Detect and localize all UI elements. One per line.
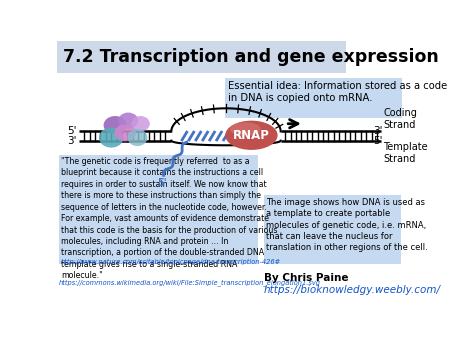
Ellipse shape bbox=[99, 127, 124, 148]
Text: RNAP: RNAP bbox=[233, 129, 270, 142]
Text: http://www.nature.com/scitable/topicpage/dna-transcription-426#: http://www.nature.com/scitable/topicpage… bbox=[61, 259, 281, 265]
Text: Template
Strand: Template Strand bbox=[383, 142, 428, 164]
Ellipse shape bbox=[114, 124, 136, 141]
Text: By Chris Paine: By Chris Paine bbox=[264, 273, 348, 283]
Ellipse shape bbox=[127, 129, 148, 146]
FancyBboxPatch shape bbox=[225, 77, 402, 118]
Text: 5': 5' bbox=[67, 126, 76, 137]
Text: https://commons.wikimedia.org/wiki/File:Simple_transcription_elongation1.svg: https://commons.wikimedia.org/wiki/File:… bbox=[59, 279, 321, 286]
Text: 3': 3' bbox=[67, 136, 76, 146]
Text: Coding
Strand: Coding Strand bbox=[383, 108, 417, 130]
Ellipse shape bbox=[230, 122, 261, 136]
Ellipse shape bbox=[131, 116, 150, 131]
Text: "The genetic code is frequently referred  to as a
blueprint because it contains : "The genetic code is frequently referred… bbox=[61, 157, 278, 280]
FancyBboxPatch shape bbox=[264, 195, 401, 264]
Ellipse shape bbox=[118, 113, 138, 129]
Text: 3': 3' bbox=[373, 126, 382, 137]
FancyBboxPatch shape bbox=[58, 41, 346, 73]
Text: 5': 5' bbox=[158, 178, 167, 188]
FancyBboxPatch shape bbox=[59, 154, 257, 264]
Ellipse shape bbox=[104, 116, 127, 135]
Text: Essential idea: Information stored as a code
in DNA is copied onto mRNA.: Essential idea: Information stored as a … bbox=[228, 81, 448, 103]
Text: 7.2 Transcription and gene expression: 7.2 Transcription and gene expression bbox=[63, 48, 438, 66]
Ellipse shape bbox=[225, 121, 278, 150]
Text: https://bioknowledgy.weebly.com/: https://bioknowledgy.weebly.com/ bbox=[264, 285, 441, 295]
Text: The image shows how DNA is used as
a template to create portable
molecules of ge: The image shows how DNA is used as a tem… bbox=[266, 198, 428, 252]
Text: 5': 5' bbox=[373, 136, 382, 146]
